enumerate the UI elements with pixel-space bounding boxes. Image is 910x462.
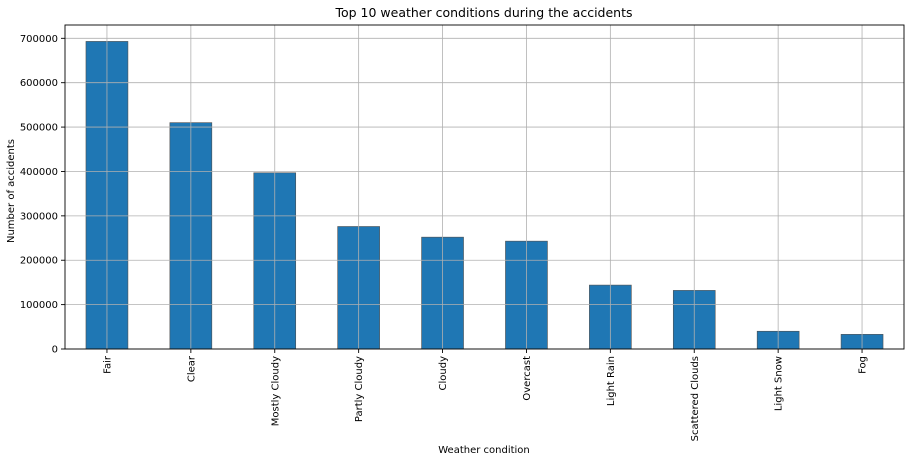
y-tick-label: 400000 (20, 167, 58, 178)
plot-frame (64, 24, 905, 350)
x-axis-label: Weather condition (438, 445, 530, 456)
y-tick-label: 0 (52, 345, 58, 356)
y-tick-label: 700000 (20, 34, 58, 45)
chart-title: Top 10 weather conditions during the acc… (334, 5, 632, 20)
grid-layer (65, 25, 904, 350)
x-tick-label: Fog (858, 356, 869, 374)
x-tick-label: Partly Cloudy (354, 356, 365, 422)
x-tick-label: Cloudy (438, 356, 449, 391)
x-tick-label: Light Rain (606, 356, 617, 406)
x-tick-label: Fair (102, 355, 113, 374)
x-tick-label: Scattered Clouds (690, 356, 701, 441)
y-tick-label: 100000 (20, 300, 58, 311)
y-tick-label: 600000 (20, 78, 58, 89)
x-tick-label: Light Snow (774, 356, 785, 411)
y-tick-label: 300000 (20, 211, 58, 222)
x-tick-label: Mostly Cloudy (270, 356, 281, 426)
axes-layer: 0 100000 200000 300000 400000 500000 600000 700… (20, 24, 905, 441)
x-tick-label: Clear (186, 355, 197, 382)
x-tick-label: Overcast (522, 356, 533, 401)
y-axis-label: Number of accidents (6, 139, 17, 243)
y-tick-label: 500000 (20, 123, 58, 134)
bars-layer (85, 41, 884, 350)
y-tick-label: 200000 (20, 256, 58, 267)
